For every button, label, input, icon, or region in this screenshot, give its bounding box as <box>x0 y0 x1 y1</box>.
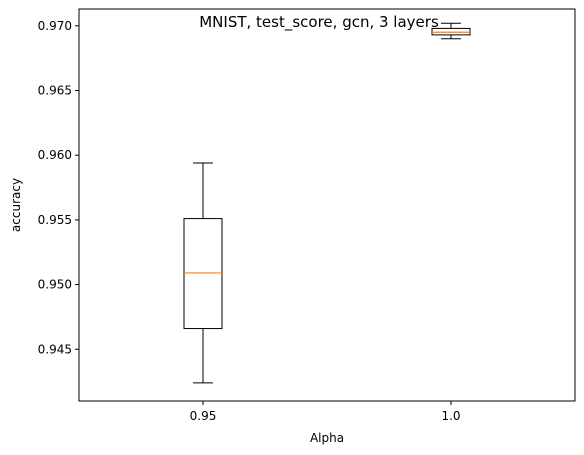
plot-area-frame <box>78 8 576 402</box>
interquartile-box <box>431 27 471 36</box>
box-0-95 <box>183 162 223 384</box>
y-tick-label: 0.960 <box>38 148 72 162</box>
y-tick-label: 0.965 <box>38 84 72 98</box>
y-tick-label: 0.950 <box>38 278 72 292</box>
x-axis-label: Alpha <box>310 431 344 445</box>
x-tick-label: 0.95 <box>190 409 217 423</box>
chart-title: MNIST, test_score, gcn, 3 layers <box>199 13 439 32</box>
x-tick-label: 1.0 <box>441 409 460 423</box>
interquartile-box <box>183 218 223 330</box>
y-tick-label: 0.945 <box>38 342 72 356</box>
y-axis: 0.945 0.950 0.955 0.960 0.965 0.970 <box>38 19 79 356</box>
box-1-0 <box>431 22 471 40</box>
y-tick-label: 0.970 <box>38 19 72 33</box>
box-series <box>183 22 471 384</box>
x-axis: 0.95 1.0 <box>190 401 461 423</box>
y-axis-label: accuracy <box>9 178 23 232</box>
y-tick-label: 0.955 <box>38 213 72 227</box>
